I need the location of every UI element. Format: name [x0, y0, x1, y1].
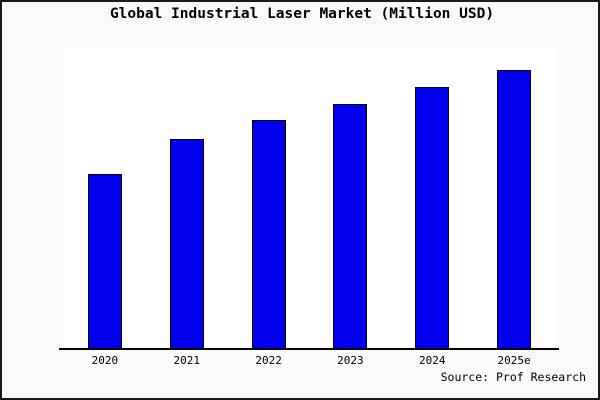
x-axis-line — [59, 348, 559, 350]
plot-area — [64, 48, 555, 349]
x-tick-label-2022: 2022 — [255, 354, 282, 367]
x-tick-label-2023: 2023 — [337, 354, 364, 367]
x-tick-label-2025e: 2025e — [497, 354, 531, 367]
chart-title: Global Industrial Laser Market (Million … — [109, 6, 495, 22]
bar-2022[interactable] — [251, 120, 286, 349]
x-tick-label-2024: 2024 — [419, 354, 446, 367]
x-tick-label-2021: 2021 — [173, 354, 201, 367]
source-note: Source: Prof Research — [440, 370, 586, 384]
bar-2024[interactable] — [415, 86, 450, 349]
bar-2025e[interactable] — [497, 69, 532, 349]
x-tick-label-2020: 2020 — [91, 354, 119, 367]
bar-2023[interactable] — [333, 104, 368, 349]
bar-2020[interactable] — [87, 174, 122, 349]
bar-2021[interactable] — [169, 139, 204, 349]
